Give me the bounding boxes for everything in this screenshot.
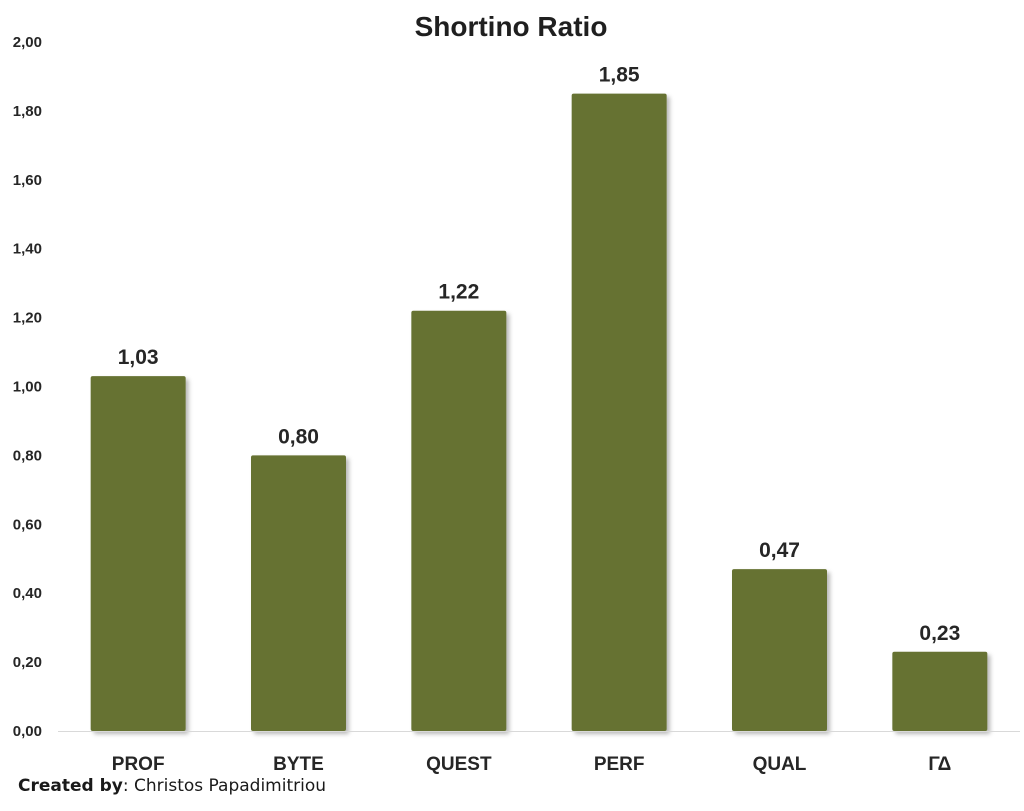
bar [411, 310, 507, 731]
data-label: 1,03 [118, 346, 159, 369]
bar [732, 569, 827, 731]
y-tick-label: 0,20 [13, 654, 42, 671]
y-tick-label: 0,60 [13, 516, 42, 533]
x-tick-label: QUAL [753, 754, 807, 775]
credit-line: Created by: Christos Papadimitriou [18, 776, 326, 796]
y-tick-label: 0,00 [13, 723, 42, 740]
y-tick-label: 1,40 [13, 241, 42, 258]
data-labels-group: 1,03 0,80 1,22 1,85 0,47 0,23 [118, 64, 961, 645]
y-tick-label: 1,80 [13, 103, 42, 120]
bar [571, 93, 667, 732]
bar [892, 651, 988, 731]
x-tick-label: QUEST [426, 754, 492, 775]
y-tick-label: 1,60 [13, 172, 42, 189]
data-label: 0,47 [759, 539, 800, 562]
y-tick-label: 0,40 [13, 585, 42, 602]
data-label: 0,23 [919, 622, 960, 645]
bar [251, 455, 346, 731]
x-tick-label: PERF [594, 754, 645, 775]
credit-author: Christos Papadimitriou [134, 776, 327, 796]
bars-group [90, 93, 988, 732]
credit-label: Created by [18, 776, 123, 796]
x-tick-label: BYTE [273, 754, 324, 775]
y-tick-label: 0,80 [13, 447, 42, 464]
x-tick-label: ΓΔ [928, 754, 951, 775]
credit-separator: : [122, 776, 134, 796]
x-axis: PROF BYTE QUEST PERF QUAL ΓΔ [112, 754, 952, 775]
data-label: 0,80 [278, 425, 319, 448]
y-tick-label: 1,00 [13, 379, 42, 396]
data-label: 1,85 [599, 64, 640, 87]
y-axis: 0,00 0,20 0,40 0,60 0,80 1,00 1,20 1,40 1,60 1,80… [13, 34, 42, 740]
y-tick-label: 1,20 [13, 310, 42, 327]
y-tick-label: 2,00 [13, 34, 42, 51]
data-label: 1,22 [438, 281, 479, 304]
bar [90, 376, 186, 731]
chart-title: Shortino Ratio [415, 11, 608, 42]
x-tick-label: PROF [112, 754, 165, 775]
